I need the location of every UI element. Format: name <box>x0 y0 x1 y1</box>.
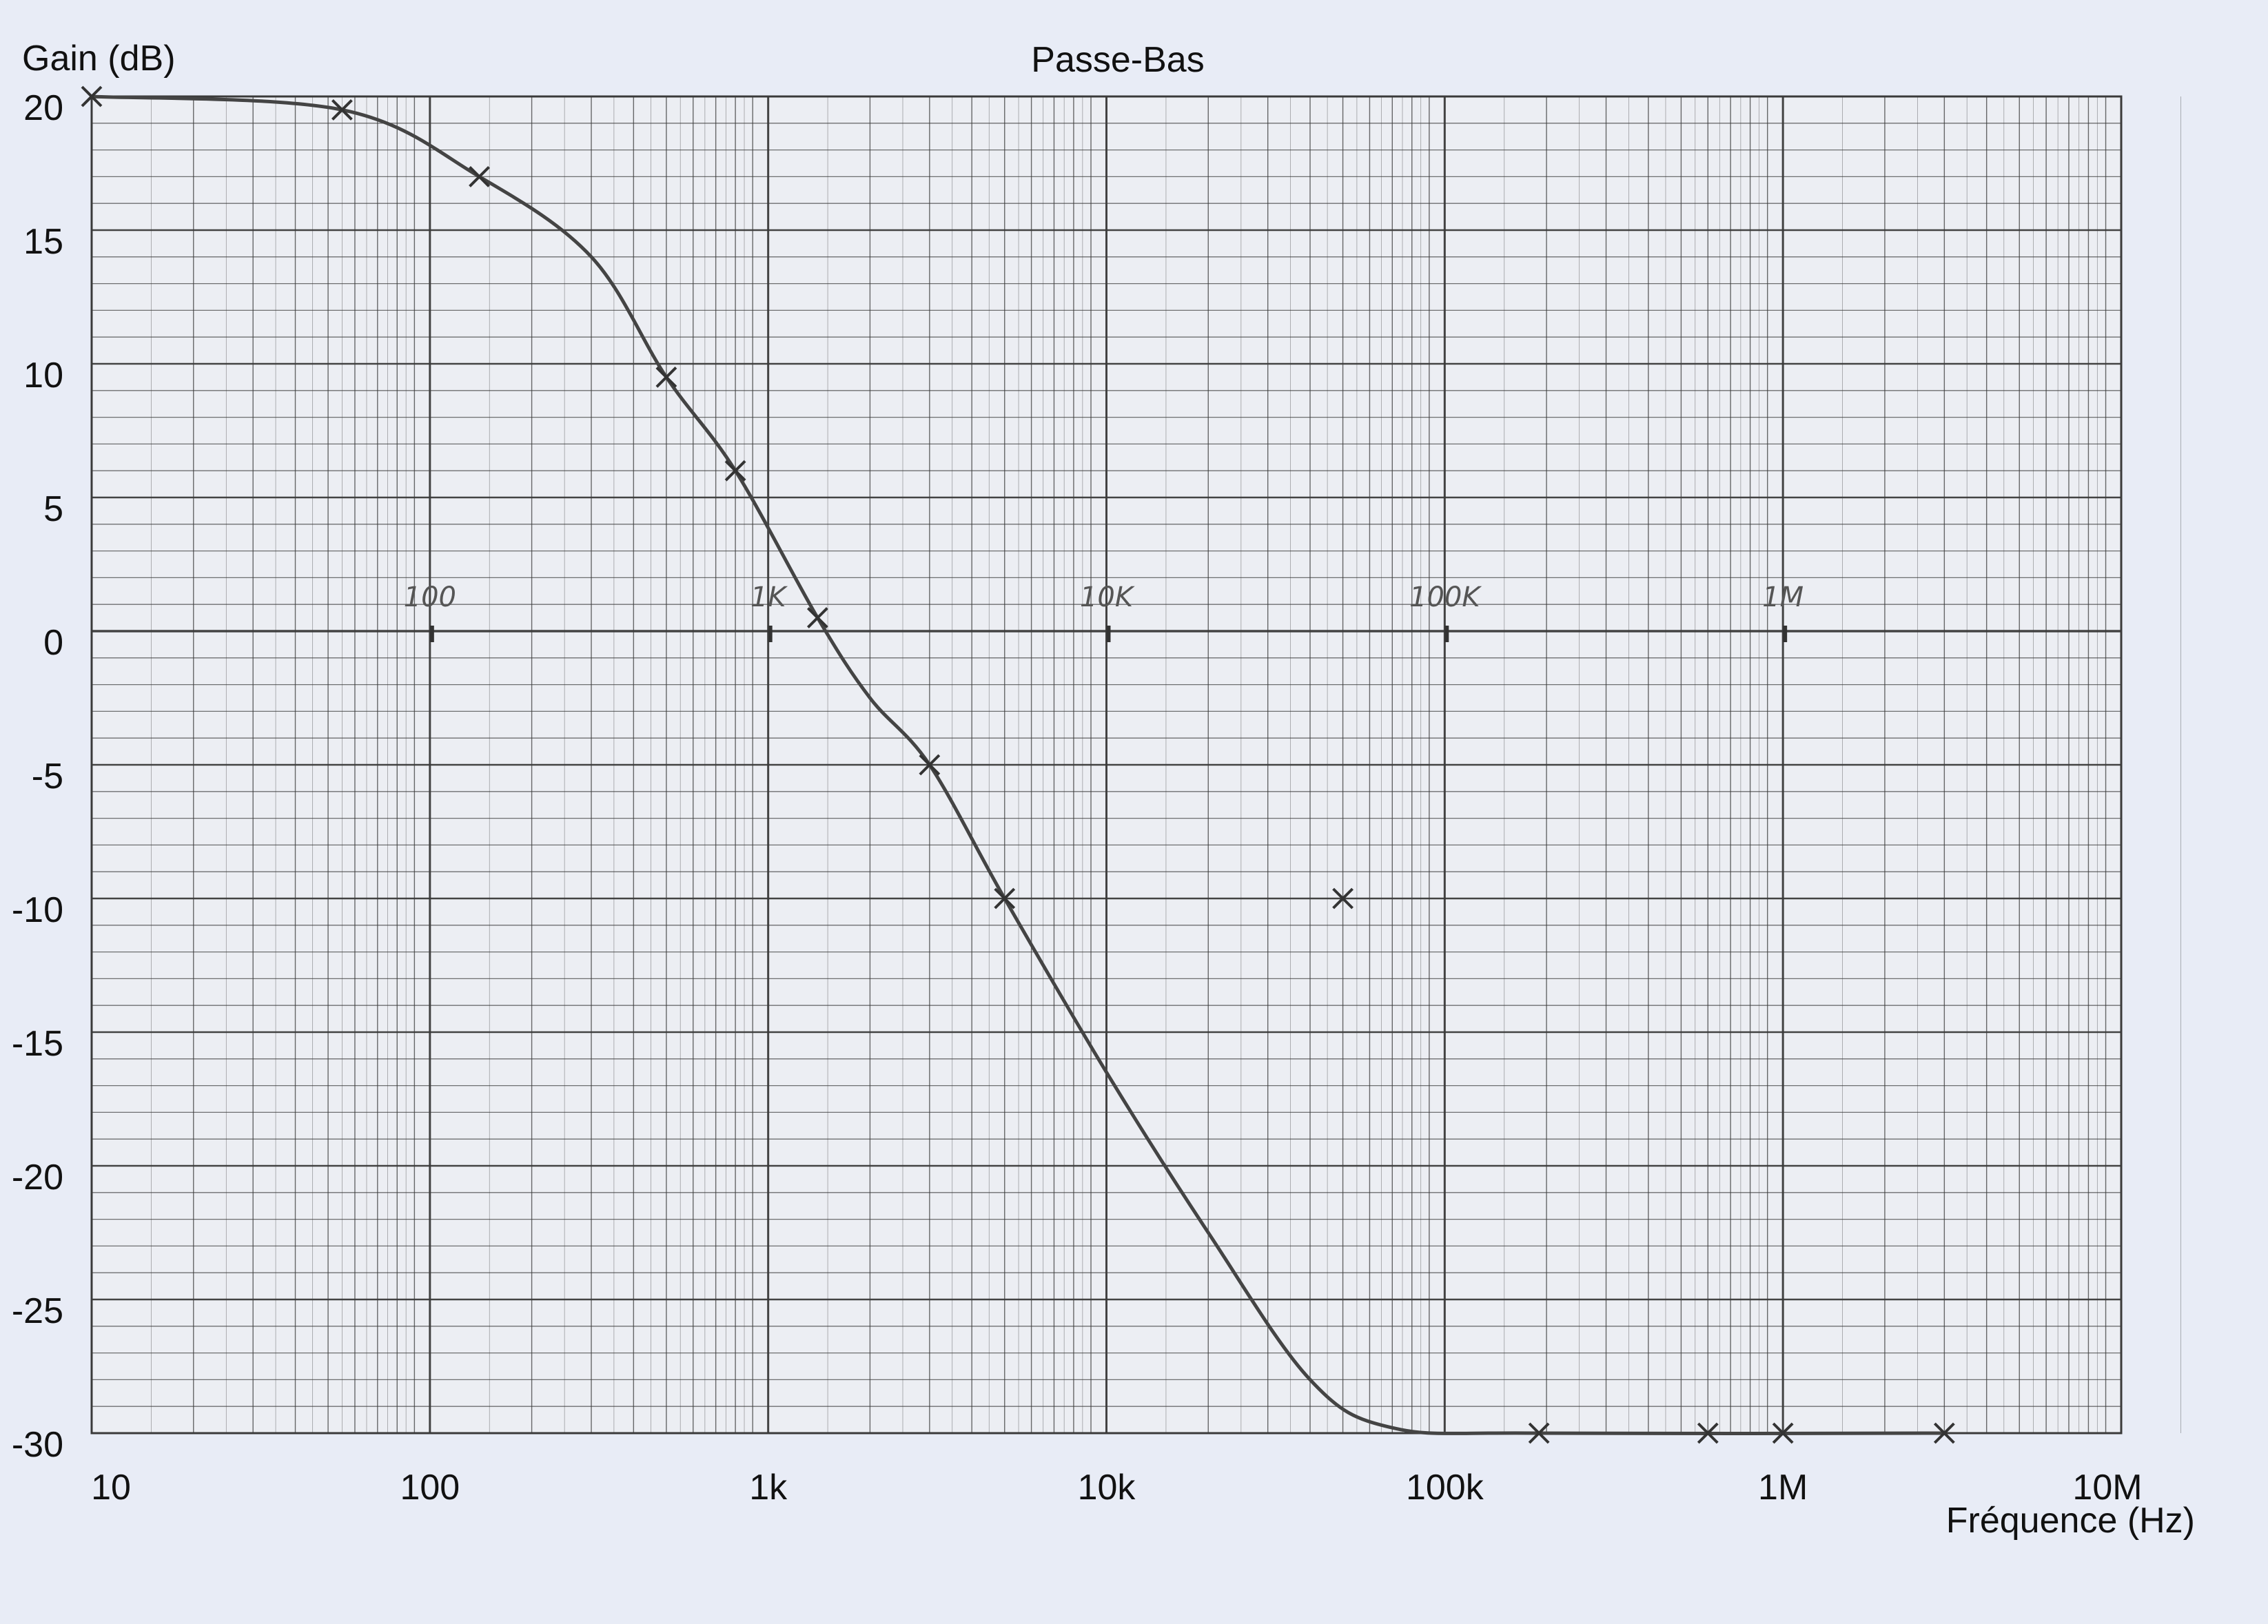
data-point <box>81 85 103 107</box>
handwritten-label: 100K <box>1409 582 1482 613</box>
data-point <box>331 99 353 121</box>
handwritten-label: 100 <box>404 582 456 613</box>
x-tick-labels: 10 100 1k 10k 100k 1M 10M <box>91 1468 2143 1508</box>
measured-points <box>81 85 1955 1444</box>
y-tick-label: -25 <box>12 1291 63 1331</box>
data-point-stroke <box>469 165 490 187</box>
data-point-stroke <box>724 460 746 482</box>
y-tick-label: -5 <box>32 757 63 796</box>
y-tick-label: -20 <box>12 1158 63 1198</box>
chart-title: Passe-Bas <box>1031 40 1204 80</box>
data-point <box>655 366 677 388</box>
data-point <box>724 460 746 482</box>
y-tick-label: 15 <box>23 222 63 262</box>
data-point <box>469 165 490 187</box>
data-point-stroke <box>81 85 103 107</box>
y-tick-label: -30 <box>12 1425 63 1465</box>
y-tick-label: 10 <box>23 356 63 395</box>
data-point-stroke <box>994 887 1016 909</box>
y-tick-label: -10 <box>12 890 63 930</box>
x-tick-label: 1M <box>1758 1468 1808 1508</box>
handwritten-axis-marks: 100 1K 10K 100K 1M <box>404 582 1804 642</box>
y-tick-label: 5 <box>43 489 63 529</box>
data-point-stroke <box>1933 1422 1955 1444</box>
handwritten-label: 1M <box>1762 582 1804 613</box>
y-tick-label: -15 <box>12 1024 63 1064</box>
x-tick-label: 10k <box>1078 1468 1136 1508</box>
data-point-stroke <box>919 754 941 776</box>
y-tick-label: 0 <box>43 623 63 663</box>
data-point <box>1332 887 1353 909</box>
x-tick-label: 100k <box>1406 1468 1484 1508</box>
data-point <box>1933 1422 1955 1444</box>
x-axis-label: Fréquence (Hz) <box>1946 1501 2195 1541</box>
y-axis-label: Gain (dB) <box>22 39 176 79</box>
data-point-stroke <box>331 99 353 121</box>
handwritten-label: 1K <box>750 582 788 613</box>
x-tick-label: 1k <box>749 1468 788 1508</box>
y-tick-label: 20 <box>23 88 63 128</box>
x-tick-label: 100 <box>400 1468 460 1508</box>
data-point-stroke <box>1697 1422 1719 1444</box>
data-point <box>1528 1422 1550 1444</box>
data-point-stroke <box>1772 1422 1794 1444</box>
y-tick-labels: 20 15 10 5 0 -5 -10 -15 -20 -25 -30 <box>12 88 63 1465</box>
data-point <box>994 887 1016 909</box>
handwritten-label: 10K <box>1080 582 1135 613</box>
x-tick-label: 10 <box>91 1468 131 1508</box>
data-point <box>1697 1422 1719 1444</box>
data-point <box>919 754 941 776</box>
data-point-stroke <box>806 607 828 629</box>
data-point <box>1772 1422 1794 1444</box>
plot-border <box>90 95 2123 1435</box>
x-tick-label: 10M <box>2072 1468 2142 1508</box>
data-point-stroke <box>1528 1422 1550 1444</box>
data-point-stroke <box>655 366 677 388</box>
data-point <box>806 607 828 629</box>
data-point-stroke <box>1332 887 1353 909</box>
